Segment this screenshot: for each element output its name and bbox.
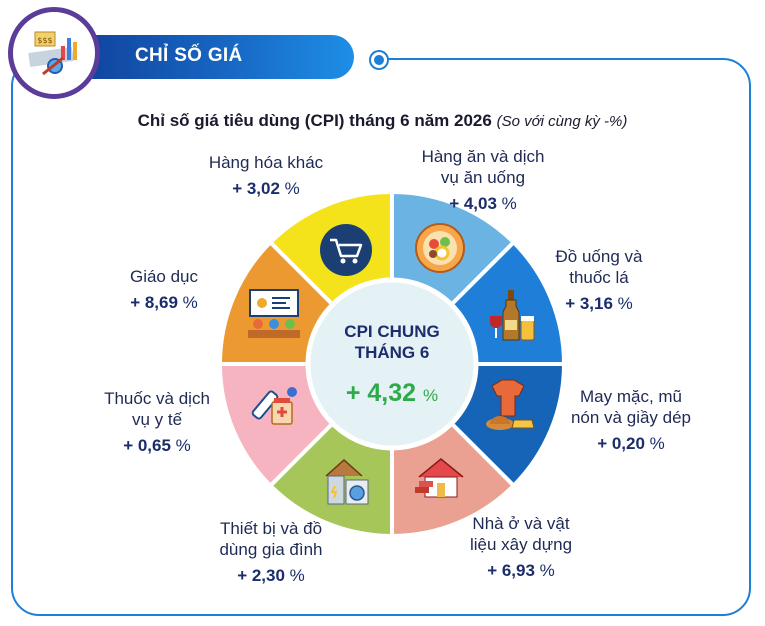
label-value: + 0,65 % xyxy=(123,436,191,455)
label-name: Thiết bị và đồ xyxy=(219,519,323,538)
label-an-uong: Hàng ăn và dịch vụ ăn uống + 4,03 % xyxy=(398,146,568,214)
label-value: + 2,30 % xyxy=(237,566,305,585)
label-name: nón và giầy dép xyxy=(570,408,692,427)
house-icon xyxy=(415,458,464,498)
label-name: Nhà ở và vật xyxy=(472,514,570,533)
chart-title: Chỉ số giá tiêu dùng (CPI) tháng 6 năm 2… xyxy=(0,111,765,131)
food-bowl-icon xyxy=(415,223,465,273)
label-name: Hàng ăn và dịch xyxy=(421,147,545,166)
label-may-mac: May mặc, mũ nón và giầy dép + 0,20 % xyxy=(556,386,706,454)
chart-title-subtitle: (So với cùng kỳ -%) xyxy=(496,113,628,130)
label-value: + 3,16 % xyxy=(565,294,633,313)
svg-text:$$$: $$$ xyxy=(37,36,52,45)
label-value: + 6,93 % xyxy=(487,561,555,580)
cpi-center-number: + 4,32 xyxy=(345,379,417,407)
label-value: + 0,20 % xyxy=(597,434,665,453)
label-name: thuốc lá xyxy=(569,268,629,287)
clothing-icon xyxy=(486,379,535,430)
drinks-icon xyxy=(490,290,535,341)
label-name: May mặc, mũ xyxy=(579,387,683,406)
label-thiet-bi: Thiết bị và đồ dùng gia đình + 2,30 % xyxy=(196,518,346,586)
label-hang-hoa-khac: Hàng hóa khác + 3,02 % xyxy=(186,152,346,199)
label-name: dùng gia đình xyxy=(219,540,323,559)
label-value: + 3,02 % xyxy=(232,179,300,198)
header-logo: $$$ xyxy=(8,7,100,99)
label-name: Hàng hóa khác xyxy=(208,153,324,172)
cpi-center-unit: % xyxy=(423,386,439,405)
label-name: vụ ăn uống xyxy=(440,168,526,187)
cpi-center-line1: CPI CHUNG xyxy=(344,322,440,341)
frame-gap xyxy=(340,54,380,64)
label-value: + 8,69 % xyxy=(130,293,198,312)
label-name: Đồ uống và xyxy=(555,247,643,266)
label-do-uong: Đồ uống và thuốc lá + 3,16 % xyxy=(524,246,674,314)
appliance-icon xyxy=(325,458,369,505)
label-giao-duc: Giáo dục + 8,69 % xyxy=(94,266,234,313)
label-nha-o: Nhà ở và vật liệu xây dựng + 6,93 % xyxy=(446,513,596,581)
header-title: CHỈ SỐ GIÁ xyxy=(135,45,243,66)
label-name: vụ y tế xyxy=(131,410,183,429)
header-badge xyxy=(64,35,354,79)
label-value: + 4,03 % xyxy=(449,194,517,213)
price-chart-logo-icon: $$$ xyxy=(28,31,77,76)
classroom-icon xyxy=(248,289,300,338)
frame-dot xyxy=(371,52,387,68)
donut-center-disk xyxy=(305,277,479,451)
label-name: Thuốc và dịch xyxy=(104,389,210,408)
cpi-center-line2: THÁNG 6 xyxy=(354,343,430,362)
label-name: liệu xây dựng xyxy=(469,535,573,554)
label-thuoc: Thuốc và dịch vụ y tế + 0,65 % xyxy=(82,388,232,456)
cpi-center-label: CPI CHUNG THÁNG 6 xyxy=(322,321,462,363)
label-name: Giáo dục xyxy=(129,267,199,286)
chart-title-main: Chỉ số giá tiêu dùng (CPI) tháng 6 năm 2… xyxy=(137,111,492,130)
medicine-icon xyxy=(251,387,297,425)
cpi-center-value: + 4,32 % xyxy=(322,379,462,408)
cart-icon xyxy=(320,224,372,276)
